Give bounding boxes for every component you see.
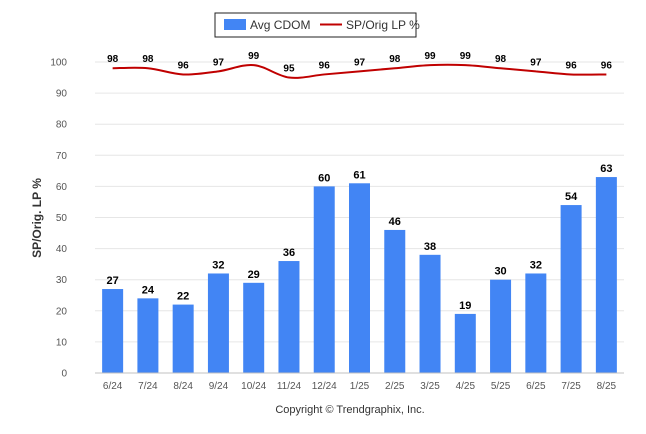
x-tick-label: 12/24	[312, 381, 337, 392]
line-value-label: 98	[142, 54, 154, 65]
x-tick-label: 8/24	[173, 381, 193, 392]
x-tick-label: 3/25	[420, 381, 440, 392]
line-value-label: 96	[566, 60, 578, 71]
line-value-label: 97	[354, 57, 366, 68]
bar	[137, 298, 159, 373]
y-tick-label: 50	[56, 213, 68, 224]
x-tick-label: 10/24	[241, 381, 266, 392]
line-value-label: 99	[248, 51, 260, 62]
bar-value-label: 38	[424, 241, 436, 253]
x-tick-label: 7/24	[138, 381, 158, 392]
bar	[278, 261, 300, 373]
x-tick-label: 9/24	[209, 381, 229, 392]
y-tick-label: 90	[56, 89, 68, 100]
x-axis-ticks: 6/24 7/24 8/24 9/24 10/24 11/24 12/24 1/25 2/25 3…	[103, 381, 617, 392]
bar	[595, 177, 617, 373]
bar	[490, 279, 512, 373]
bar	[560, 205, 582, 373]
line-value-label: 99	[460, 51, 472, 62]
y-tick-label: 30	[56, 275, 68, 286]
x-tick-label: 5/25	[491, 381, 511, 392]
y-tick-label: 20	[56, 306, 68, 317]
bar-value-label: 32	[212, 259, 224, 271]
bar-value-label: 54	[565, 191, 578, 203]
legend-bar-label: Avg CDOM	[250, 18, 310, 32]
bar-value-label: 60	[318, 172, 330, 184]
bar	[384, 229, 406, 373]
bar-value-label: 63	[600, 163, 612, 175]
x-tick-label: 2/25	[385, 381, 405, 392]
bar	[207, 273, 229, 373]
y-tick-label: 80	[56, 120, 68, 131]
bar-data-labels: 27 24 22 32 29 36 60 61 46 38 19 30 32 54 63	[107, 163, 613, 312]
line-value-label: 99	[424, 51, 436, 62]
x-tick-label: 6/25	[526, 381, 546, 392]
x-tick-label: 1/25	[350, 381, 370, 392]
legend-line-label: SP/Orig LP %	[346, 18, 420, 32]
line-value-label: 96	[601, 60, 613, 71]
legend-bar-swatch	[224, 19, 246, 30]
bar-value-label: 46	[389, 216, 401, 228]
line-value-label: 95	[283, 64, 295, 75]
line-value-label: 96	[319, 60, 331, 71]
y-tick-label: 100	[50, 58, 67, 69]
line-value-label: 98	[495, 54, 507, 65]
y-tick-label: 10	[56, 337, 68, 348]
bar	[525, 273, 547, 373]
bar-value-label: 61	[353, 169, 365, 181]
y-tick-label: 70	[56, 151, 68, 162]
line-path	[112, 63, 607, 79]
y-tick-label: 40	[56, 244, 68, 255]
bar-value-label: 36	[283, 247, 295, 259]
bar	[313, 186, 335, 373]
legend-box	[214, 12, 417, 38]
x-tick-label: 4/25	[456, 381, 476, 392]
bar	[102, 289, 124, 373]
bar-value-label: 19	[459, 300, 471, 312]
y-tick-label: 0	[61, 369, 67, 380]
line-value-label: 97	[213, 57, 225, 68]
x-tick-label: 11/24	[277, 381, 302, 392]
bar-series	[102, 177, 617, 373]
bar	[454, 313, 476, 373]
bar	[243, 282, 265, 373]
copyright-text: Copyright © Trendgraphix, Inc.	[275, 404, 424, 416]
bar	[419, 254, 441, 373]
bar	[172, 304, 194, 373]
legend: Avg CDOM SP/Orig LP %	[214, 12, 420, 38]
line-value-label: 96	[178, 60, 190, 71]
bar	[349, 183, 370, 373]
line-series	[112, 63, 607, 79]
bar-value-label: 27	[107, 275, 119, 287]
x-tick-label: 7/25	[561, 381, 581, 392]
line-value-label: 98	[389, 54, 401, 65]
bar-value-label: 22	[177, 291, 189, 303]
line-value-label: 97	[530, 57, 542, 68]
line-value-label: 98	[107, 54, 119, 65]
line-data-labels: 98 98 96 97 99 95 96 97 98 99 99 98 97 96 96	[107, 51, 612, 74]
bar-value-label: 32	[530, 259, 542, 271]
y-axis-ticks: 0 10 20 30 40 50 60 70 80 90 100	[50, 58, 67, 380]
y-axis-label: SP/Orig. LP %	[30, 178, 44, 258]
x-tick-label: 6/24	[103, 381, 123, 392]
x-tick-label: 8/25	[597, 381, 617, 392]
bar-value-label: 24	[142, 284, 155, 296]
bar-value-label: 29	[248, 269, 260, 281]
bar-value-label: 30	[494, 266, 506, 278]
y-tick-label: 60	[56, 182, 68, 193]
